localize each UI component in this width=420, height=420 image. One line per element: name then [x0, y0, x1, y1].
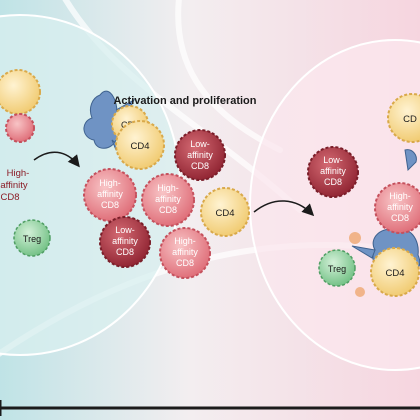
middle-cd4-top-cell: CD4 [115, 120, 165, 170]
svg-text:CD8: CD8 [116, 247, 134, 257]
svg-text:affinity: affinity [97, 189, 123, 199]
left-treg-cell: Treg [13, 219, 51, 257]
svg-text:Low-: Low- [190, 139, 210, 149]
svg-text:CD8: CD8 [176, 258, 194, 268]
left-treg-label: Treg [23, 234, 41, 244]
left-high-affinity-label: High- affinity CD8 [0, 168, 29, 203]
middle-high-affinity-left-cell: High- affinity CD8 [83, 168, 137, 222]
svg-text:Low-: Low- [323, 155, 343, 165]
svg-text:CD8: CD8 [101, 200, 119, 210]
svg-text:CD8: CD8 [391, 213, 409, 223]
svg-text:affinity: affinity [187, 150, 213, 160]
middle-low-affinity-bottom-cell: Low- affinity CD8 [99, 216, 151, 268]
svg-text:High-: High- [157, 183, 179, 193]
svg-text:affinity: affinity [172, 247, 198, 257]
right-cd4-top-partial-cell: CD [387, 93, 420, 143]
svg-text:Treg: Treg [328, 264, 346, 274]
svg-text:CD: CD [403, 114, 417, 125]
middle-high-affinity-bottom-cell: High- affinity CD8 [159, 227, 211, 279]
timeline-bar [0, 400, 420, 416]
svg-text:High-: High- [7, 168, 30, 179]
svg-text:affinity: affinity [112, 236, 138, 246]
svg-text:High-: High- [99, 178, 121, 188]
middle-low-affinity-top-cell: Low- affinity CD8 [174, 129, 226, 181]
svg-text:CD4: CD4 [215, 208, 234, 219]
svg-text:affinity: affinity [387, 202, 413, 212]
svg-text:CD8: CD8 [324, 177, 342, 187]
svg-text:High-: High- [174, 236, 196, 246]
right-high-affinity-cell: High- affinity CD8 [374, 182, 420, 234]
right-low-affinity-cell: Low- affinity CD8 [307, 146, 359, 198]
svg-text:Low-: Low- [115, 225, 135, 235]
left-cd4-cell [0, 69, 41, 115]
svg-text:affinity: affinity [0, 180, 28, 191]
svg-text:CD4: CD4 [385, 268, 404, 279]
svg-text:affinity: affinity [320, 166, 346, 176]
middle-cd4-right-cell: CD4 [200, 187, 250, 237]
svg-text:CD8: CD8 [191, 161, 209, 171]
svg-text:High-: High- [389, 191, 411, 201]
svg-text:CD8: CD8 [159, 205, 177, 215]
arrow-center-to-right [253, 200, 315, 217]
left-high-affinity-cell [5, 113, 35, 143]
middle-high-affinity-center-cell: High- affinity CD8 [141, 173, 195, 227]
svg-text:CD4: CD4 [130, 141, 149, 152]
right-cd4-bottom-cell: CD4 [370, 247, 420, 297]
svg-text:CD8: CD8 [0, 192, 19, 203]
center-title: Activation and proliferation [113, 95, 256, 107]
svg-text:affinity: affinity [155, 194, 181, 204]
right-treg-cell: Treg [318, 249, 356, 287]
arrow-left-to-center [33, 151, 80, 168]
